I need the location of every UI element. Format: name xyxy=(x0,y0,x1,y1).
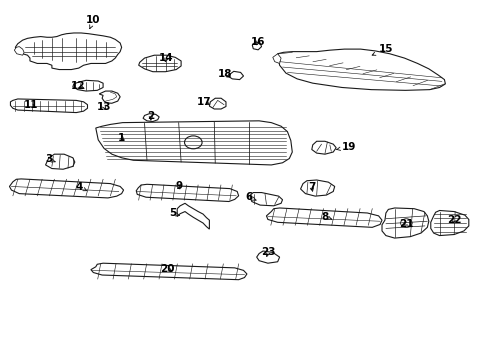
Polygon shape xyxy=(10,99,87,113)
Polygon shape xyxy=(252,42,261,50)
Text: 16: 16 xyxy=(250,37,265,47)
Text: 18: 18 xyxy=(217,69,232,79)
Text: 15: 15 xyxy=(371,44,392,55)
Polygon shape xyxy=(15,33,122,69)
Polygon shape xyxy=(256,251,279,263)
Text: 6: 6 xyxy=(245,192,256,202)
Polygon shape xyxy=(91,263,246,280)
Polygon shape xyxy=(266,208,381,227)
Text: 13: 13 xyxy=(97,102,112,112)
Polygon shape xyxy=(136,184,238,202)
Text: 2: 2 xyxy=(147,111,154,121)
Polygon shape xyxy=(177,203,209,229)
Text: 17: 17 xyxy=(197,97,211,107)
Polygon shape xyxy=(311,141,335,154)
Text: 22: 22 xyxy=(446,215,461,225)
Polygon shape xyxy=(300,180,334,196)
Text: 1: 1 xyxy=(118,133,125,143)
Text: 12: 12 xyxy=(70,81,85,91)
Polygon shape xyxy=(250,193,282,206)
Polygon shape xyxy=(99,91,120,103)
Polygon shape xyxy=(73,80,103,91)
Polygon shape xyxy=(209,98,225,109)
Text: 10: 10 xyxy=(86,15,101,28)
Polygon shape xyxy=(430,211,468,235)
Polygon shape xyxy=(272,54,281,63)
Polygon shape xyxy=(96,121,292,165)
Polygon shape xyxy=(139,55,181,72)
Text: 9: 9 xyxy=(175,181,182,192)
Polygon shape xyxy=(277,49,445,90)
Polygon shape xyxy=(143,114,159,122)
Polygon shape xyxy=(45,154,75,169)
Polygon shape xyxy=(14,46,24,55)
Text: 20: 20 xyxy=(160,264,174,274)
Text: 21: 21 xyxy=(398,219,413,229)
Text: 8: 8 xyxy=(321,212,331,221)
Text: 4: 4 xyxy=(76,182,86,192)
Polygon shape xyxy=(381,208,428,238)
Text: 19: 19 xyxy=(335,142,355,152)
Text: 11: 11 xyxy=(24,100,39,111)
Polygon shape xyxy=(228,71,243,80)
Polygon shape xyxy=(9,179,123,198)
Text: 7: 7 xyxy=(307,182,315,192)
Text: 23: 23 xyxy=(260,247,275,257)
Text: 14: 14 xyxy=(159,53,173,63)
Text: 3: 3 xyxy=(45,154,55,164)
Text: 5: 5 xyxy=(168,208,179,218)
